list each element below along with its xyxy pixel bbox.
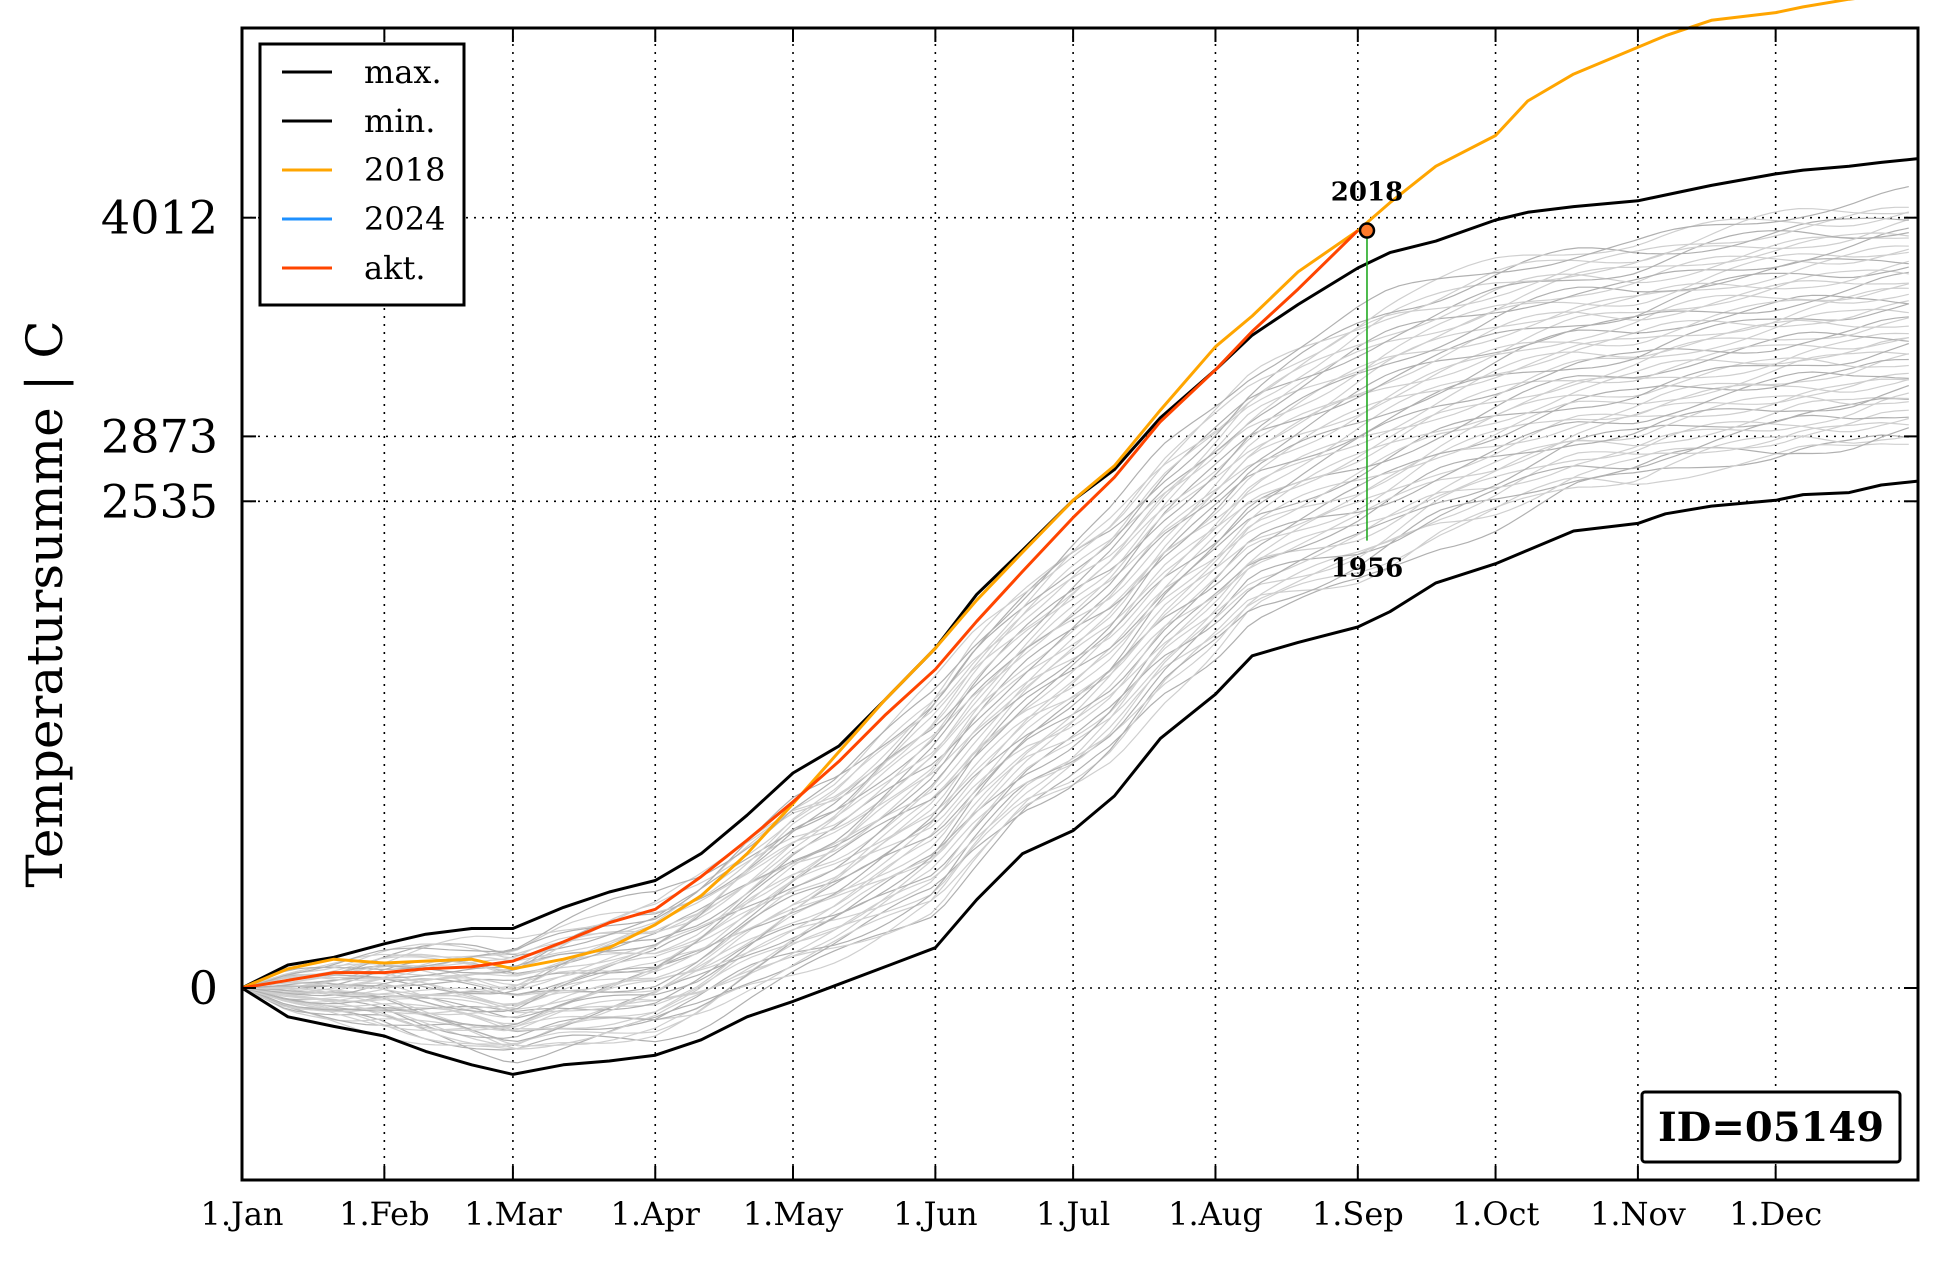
historical-year-line (241, 260, 1909, 990)
historical-year-line (241, 279, 1909, 989)
y-tick-label: 2535 (101, 474, 218, 528)
historical-year-line (241, 217, 1909, 989)
historical-year-line (241, 258, 1909, 989)
historical-year-line (241, 316, 1909, 1013)
historical-year-line (241, 283, 1909, 991)
y-axis-ticks: 0 2535 2873 4012 (101, 191, 1918, 1015)
id-box: ID=05149 (1640, 1090, 1902, 1164)
legend-label: min. (364, 102, 435, 140)
historical-year-line (241, 271, 1909, 995)
historical-lines (241, 186, 1910, 1064)
historical-year-line (241, 186, 1909, 989)
x-tick-label: 1.Jul (1036, 1195, 1110, 1233)
x-tick-label: 1.Apr (611, 1195, 701, 1233)
historical-year-line (241, 435, 1909, 1047)
annotation-max-year: 2018 (1331, 178, 1403, 208)
historical-year-line (241, 207, 1909, 989)
historical-year-line (241, 337, 1909, 1018)
series-line-min (241, 479, 1919, 1076)
historical-year-line (241, 236, 1909, 989)
legend-label: akt. (364, 249, 426, 287)
historical-year-line (241, 317, 1909, 1007)
plot-frame (240, 26, 1920, 1182)
historical-year-line (241, 331, 1909, 998)
historical-year-line (241, 230, 1909, 989)
x-tick-label: 1.Jun (893, 1195, 978, 1233)
historical-year-line (241, 336, 1909, 1010)
legend-frame (258, 42, 466, 307)
x-axis-ticks: 1.Jan 1.Feb 1.Mar 1.Apr 1.May 1.Jun 1.Jul 1.Aug… (200, 28, 1822, 1233)
historical-year-line (241, 248, 1909, 989)
x-tick-label: 1.Nov (1590, 1195, 1686, 1233)
historical-year-line (241, 351, 1909, 1015)
historical-year-line (241, 294, 1909, 989)
id-box-frame (1640, 1090, 1902, 1164)
historical-year-line (241, 378, 1909, 1032)
historical-year-line (241, 397, 1909, 1039)
id-box-label: ID=05149 (1658, 1104, 1884, 1151)
current-point-marker (1358, 222, 1376, 239)
historical-year-line (241, 227, 1909, 989)
x-tick-label: 1.Feb (339, 1195, 429, 1233)
historical-year-line (241, 266, 1909, 989)
historical-year-line (241, 378, 1909, 1032)
historical-year-line (241, 353, 1909, 1025)
historical-year-line (241, 251, 1909, 989)
legend: max. min. 2018 2024 akt. (258, 42, 466, 307)
historical-year-line (241, 319, 1909, 997)
y-tick-label: 2873 (101, 409, 218, 463)
x-tick-label: 1.Dec (1729, 1195, 1822, 1233)
historical-year-line (241, 332, 1909, 1016)
historical-year-line (241, 245, 1909, 989)
x-tick-label: 1.Mar (464, 1195, 562, 1233)
historical-year-line (241, 287, 1909, 997)
annotation-min-year: 1956 (1331, 554, 1403, 584)
historical-year-line (241, 392, 1909, 1046)
legend-label: 2018 (364, 151, 445, 189)
historical-year-line (241, 342, 1909, 1019)
historical-year-line (241, 357, 1909, 1014)
y-tick-label: 0 (189, 961, 218, 1015)
historical-year-line (241, 417, 1909, 1050)
historical-year-line (241, 211, 1909, 989)
historical-year-line (241, 414, 1909, 1033)
y-axis-label: Temperatursumme | C (16, 320, 74, 887)
legend-label: 2024 (364, 200, 445, 238)
historical-year-line (241, 371, 1909, 1012)
historical-year-line (241, 396, 1909, 1031)
series-line-akt (241, 229, 1359, 990)
series-line-2018 (241, 0, 1856, 990)
historical-year-line (241, 384, 1910, 1043)
x-tick-label: 1.Sep (1312, 1195, 1404, 1233)
historical-year-line (241, 293, 1909, 996)
historical-year-line (241, 308, 1909, 997)
x-tick-label: 1.May (743, 1195, 843, 1233)
series-layer (241, 0, 1919, 1076)
historical-year-line (241, 358, 1909, 1027)
x-tick-label: 1.Jan (200, 1195, 283, 1233)
historical-year-line (241, 300, 1909, 1005)
historical-year-line (241, 372, 1909, 1032)
x-tick-label: 1.Oct (1452, 1195, 1540, 1233)
y-tick-label: 4012 (101, 191, 218, 245)
grid-layer (242, 28, 1918, 1180)
legend-label: max. (364, 53, 442, 91)
x-tick-label: 1.Aug (1168, 1195, 1263, 1233)
historical-year-line (241, 303, 1909, 997)
